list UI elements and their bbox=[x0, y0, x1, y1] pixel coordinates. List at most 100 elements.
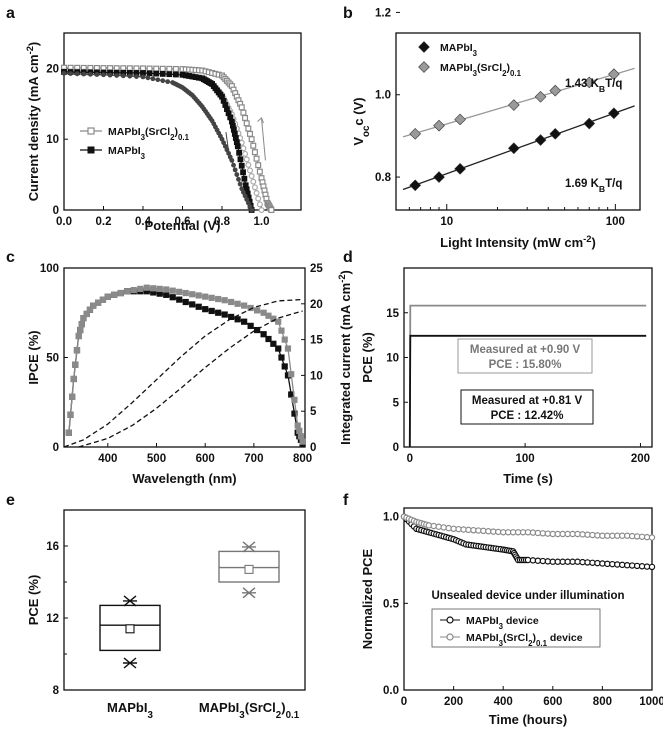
c-y2tick-label: 5 bbox=[310, 406, 317, 418]
a-arrow-forward bbox=[225, 132, 231, 161]
f-point bbox=[648, 534, 656, 541]
a-point bbox=[236, 176, 241, 182]
c-point bbox=[241, 302, 248, 309]
d-yaxis-label: PCE (%) bbox=[360, 332, 375, 383]
f-xtick-label: 200 bbox=[444, 696, 463, 708]
e-mean-marker bbox=[244, 564, 254, 574]
c-point bbox=[130, 286, 137, 294]
a-point bbox=[160, 78, 166, 84]
b-ytick-label: 1.2 bbox=[375, 7, 391, 19]
c-point bbox=[265, 335, 272, 343]
a-xaxis-label: Potential (V) bbox=[145, 218, 221, 233]
c-point bbox=[278, 354, 285, 361]
a-point bbox=[101, 72, 106, 78]
panel-e-frame bbox=[63, 509, 306, 691]
c-y2tick-label: 15 bbox=[310, 335, 323, 347]
e-category-label: MAPbI3 bbox=[107, 700, 153, 721]
c-point bbox=[75, 332, 82, 340]
c-ytick-label: 0 bbox=[53, 442, 59, 454]
c-point bbox=[215, 309, 222, 316]
f-point bbox=[440, 524, 447, 531]
a-point bbox=[234, 172, 240, 178]
a-point bbox=[153, 70, 160, 77]
a-xtick-label: 0.6 bbox=[175, 216, 191, 228]
a-point bbox=[159, 70, 166, 77]
b-point bbox=[433, 119, 445, 132]
e-extreme-marker bbox=[123, 595, 137, 607]
c-point bbox=[221, 311, 228, 318]
a-point bbox=[134, 74, 139, 79]
a-point bbox=[234, 143, 241, 150]
a-xtick-label: 0.4 bbox=[135, 216, 152, 228]
c-point bbox=[80, 315, 87, 322]
a-point bbox=[145, 75, 151, 81]
c-point bbox=[69, 393, 76, 400]
a-point bbox=[140, 74, 146, 80]
d-xtick-label: 200 bbox=[631, 453, 650, 465]
f-point bbox=[435, 523, 442, 530]
c-point bbox=[70, 375, 77, 383]
c-point bbox=[228, 313, 235, 321]
c-point bbox=[281, 363, 288, 370]
f-xtick-label: 600 bbox=[543, 696, 562, 708]
a-point bbox=[246, 130, 253, 137]
f-ytick-label: 0.5 bbox=[383, 598, 400, 610]
c-point bbox=[275, 318, 282, 325]
a-yaxis-label: Current density (mA cm-2) bbox=[25, 42, 41, 202]
b-point bbox=[534, 134, 547, 146]
a-arrowhead bbox=[257, 117, 264, 124]
c-point bbox=[254, 326, 261, 334]
c-point bbox=[299, 438, 306, 445]
a-xtick-label: 1.0 bbox=[254, 216, 270, 228]
f-ytick-label: 0.0 bbox=[383, 685, 399, 697]
b-point bbox=[583, 76, 596, 89]
b-annotation-slope-2: 1.69 KBT/q bbox=[565, 178, 622, 194]
c-point bbox=[202, 306, 209, 313]
b-point bbox=[508, 142, 520, 155]
e-extreme-marker bbox=[242, 541, 256, 553]
a-point bbox=[241, 175, 248, 182]
e-ytick-label: 12 bbox=[46, 613, 59, 625]
c-ytick-label: 50 bbox=[46, 353, 59, 365]
a-ytick-label: 0 bbox=[53, 205, 59, 217]
a-point bbox=[251, 149, 258, 156]
a-point bbox=[238, 104, 245, 111]
d-annotation-1-line-1: Measured at +0.90 V bbox=[470, 344, 581, 356]
b-point bbox=[608, 68, 620, 80]
c-point bbox=[297, 433, 305, 440]
a-point bbox=[243, 156, 250, 163]
b-yaxis-label: Vocc (V) bbox=[351, 97, 372, 145]
a-point bbox=[166, 71, 173, 78]
a-point bbox=[250, 142, 257, 149]
a-point bbox=[240, 109, 247, 116]
c-y2axis-label: Integrated current (mA cm-2) bbox=[337, 270, 353, 445]
a-point bbox=[258, 207, 265, 214]
b-legend-marker bbox=[418, 61, 430, 73]
d-series-line bbox=[408, 304, 647, 448]
c-xtick-label: 500 bbox=[147, 453, 166, 465]
c-point bbox=[73, 347, 81, 354]
a-point bbox=[165, 79, 171, 85]
b-xaxis-label: Light Intensity (mW cm-2) bbox=[440, 234, 596, 250]
a-point bbox=[166, 65, 173, 72]
b-point bbox=[583, 117, 596, 130]
b-point bbox=[534, 90, 547, 103]
a-arrow-reverse bbox=[261, 117, 266, 161]
a-point bbox=[245, 161, 252, 168]
d-annotation-box-1 bbox=[457, 338, 593, 374]
b-point bbox=[608, 107, 620, 120]
b-point bbox=[409, 179, 422, 192]
c-point bbox=[150, 285, 157, 292]
e-yaxis-label: PCE (%) bbox=[26, 575, 41, 626]
a-point bbox=[255, 195, 262, 202]
a-point bbox=[236, 149, 243, 156]
c-point bbox=[234, 316, 241, 323]
f-legend-marker bbox=[446, 633, 454, 641]
c-point bbox=[124, 288, 131, 295]
e-ytick-label: 8 bbox=[53, 685, 60, 697]
a-point bbox=[232, 167, 238, 173]
a-point bbox=[246, 167, 253, 174]
a-point bbox=[250, 178, 257, 185]
a-point bbox=[107, 72, 113, 78]
